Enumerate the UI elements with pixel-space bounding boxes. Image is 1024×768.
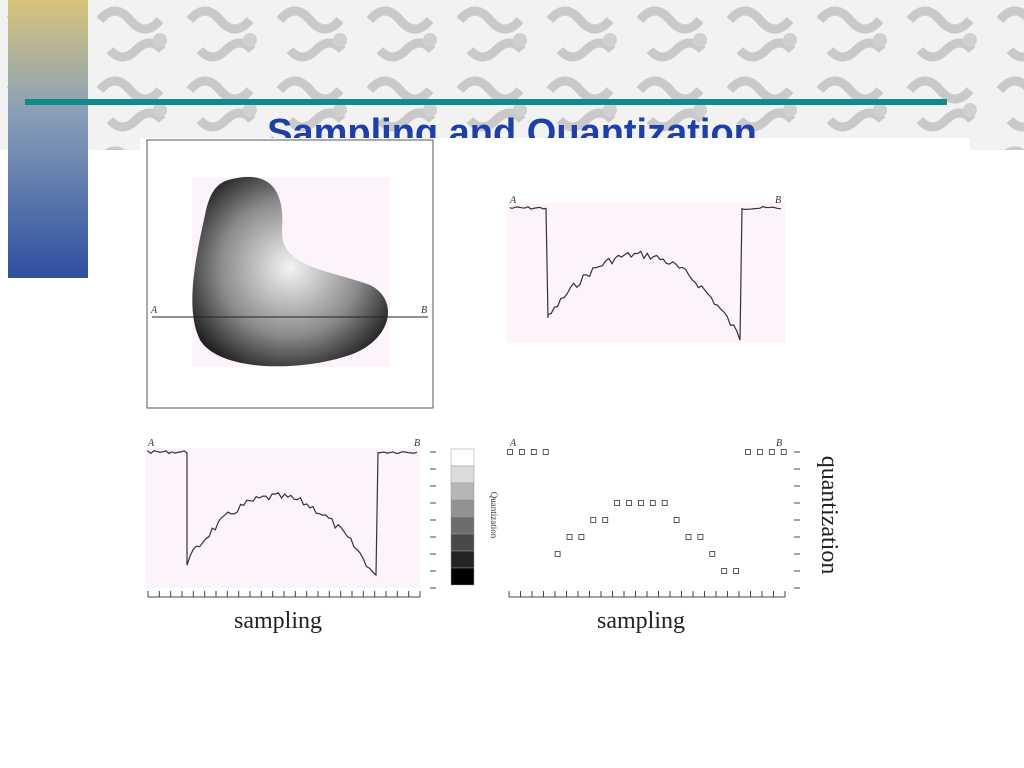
scale-label: Quantization [489, 492, 499, 539]
sample-point [673, 517, 680, 523]
profile [147, 449, 418, 577]
quantized-points [507, 449, 787, 574]
gray-level [450, 482, 475, 501]
axis [147, 451, 436, 598]
sample-point [542, 449, 549, 455]
sample-point [554, 551, 561, 557]
background-ornament [0, 0, 1024, 150]
sample-point [745, 449, 751, 455]
gray-level [450, 533, 475, 552]
sample-point [757, 449, 763, 455]
sample-point [721, 568, 728, 574]
x-label: sampling [597, 608, 685, 634]
sample-point [507, 449, 513, 455]
sample-point [768, 449, 775, 455]
profile [509, 205, 782, 341]
sample-point [649, 500, 656, 506]
sample-point [602, 517, 609, 523]
label-a: A [147, 438, 155, 449]
sample-point [638, 500, 644, 506]
gray-level [450, 567, 475, 586]
x-label: sampling [234, 608, 322, 634]
sample-point [626, 500, 632, 506]
plot-bg [507, 203, 785, 343]
axis [508, 451, 800, 598]
sample-point [519, 449, 525, 455]
sample-point [685, 534, 692, 540]
sample-point [530, 449, 537, 455]
gray-level [450, 448, 475, 467]
gray-level [450, 516, 475, 535]
sample-point [566, 534, 573, 540]
gray-scale [450, 448, 475, 586]
sample-point [697, 534, 704, 540]
label-b: B [776, 438, 782, 449]
side-ornament [8, 0, 88, 278]
gray-level [450, 550, 475, 569]
label-a: A [150, 305, 158, 316]
sample-point [614, 500, 620, 506]
sample-point [578, 534, 585, 540]
label-b: B [414, 438, 420, 449]
title-rule [25, 99, 947, 105]
image-blob [192, 176, 389, 367]
sample-point [590, 517, 597, 523]
y-label: quantization [816, 456, 842, 575]
plot-bg [145, 448, 420, 588]
label-a: A [509, 195, 517, 206]
gray-level [450, 465, 475, 484]
sample-point [733, 568, 739, 574]
label-b: B [421, 305, 427, 316]
label-a: A [509, 438, 517, 449]
sample-point [780, 449, 787, 455]
sample-point [661, 500, 668, 506]
sample-point [709, 551, 716, 557]
gray-level [450, 499, 475, 518]
label-b: B [775, 195, 781, 206]
